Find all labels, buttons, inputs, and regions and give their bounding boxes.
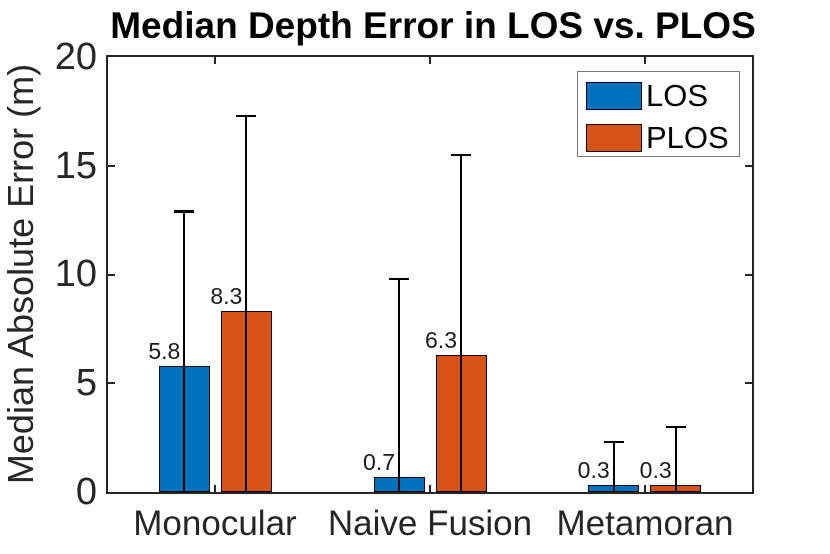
- error-bar-cap: [389, 277, 409, 281]
- x-tick-label-monocular: Monocular: [133, 504, 297, 543]
- error-bar-line: [460, 154, 462, 492]
- error-bar-line: [612, 441, 615, 492]
- error-bar-cap: [603, 440, 624, 444]
- chart-title: Median Depth Error in LOS vs. PLOS: [110, 5, 756, 46]
- bar-value-label: 6.3: [425, 326, 457, 353]
- y-tick-label-0: 0: [75, 471, 97, 513]
- y-axis-tick-left: [108, 273, 115, 276]
- legend-entry-los: LOS: [586, 80, 739, 111]
- x-axis-tick-bottom: [643, 485, 646, 492]
- bar-value-label: 0.3: [577, 457, 610, 484]
- y-axis-tick-right: [745, 164, 752, 167]
- y-tick-label-20: 20: [54, 36, 97, 78]
- bar-value-label: 8.3: [210, 283, 243, 310]
- legend-swatch-los: [586, 81, 642, 110]
- x-axis-tick-bottom: [429, 485, 431, 492]
- x-axis-tick-top: [214, 57, 217, 64]
- y-tick-label-5: 5: [75, 362, 97, 404]
- error-bar-cap: [174, 210, 195, 213]
- error-bar-line: [674, 426, 677, 492]
- y-axis-tick-left: [108, 164, 115, 167]
- x-axis-tick-top: [429, 57, 431, 64]
- error-bar-cap: [236, 114, 257, 118]
- bar-value-label: 5.8: [148, 337, 181, 364]
- y-tick-label-10: 10: [54, 253, 97, 295]
- error-bar-line: [398, 278, 400, 492]
- legend-swatch-plos: [586, 123, 642, 152]
- x-axis-tick-top: [643, 57, 646, 64]
- y-axis-tick-left: [108, 382, 115, 385]
- legend-label-los: LOS: [646, 78, 709, 113]
- legend: LOS PLOS: [577, 71, 740, 157]
- y-axis-tick-right: [745, 273, 752, 276]
- error-bar-cap: [665, 425, 686, 429]
- bar-value-label: 0.3: [639, 457, 672, 484]
- x-tick-label-metamoran: Metamoran: [556, 504, 734, 543]
- y-axis-tick-right: [745, 382, 752, 385]
- error-bar-line: [245, 115, 248, 492]
- legend-entry-plos: PLOS: [586, 122, 739, 153]
- x-axis-tick-bottom: [214, 485, 217, 492]
- error-bar-cap: [451, 153, 471, 157]
- error-bar-line: [183, 211, 186, 492]
- legend-label-plos: PLOS: [646, 120, 729, 155]
- y-tick-label-15: 15: [54, 145, 97, 187]
- x-tick-label-naive-fusion: Naive Fusion: [327, 504, 533, 543]
- bar-value-label: 0.7: [363, 448, 395, 475]
